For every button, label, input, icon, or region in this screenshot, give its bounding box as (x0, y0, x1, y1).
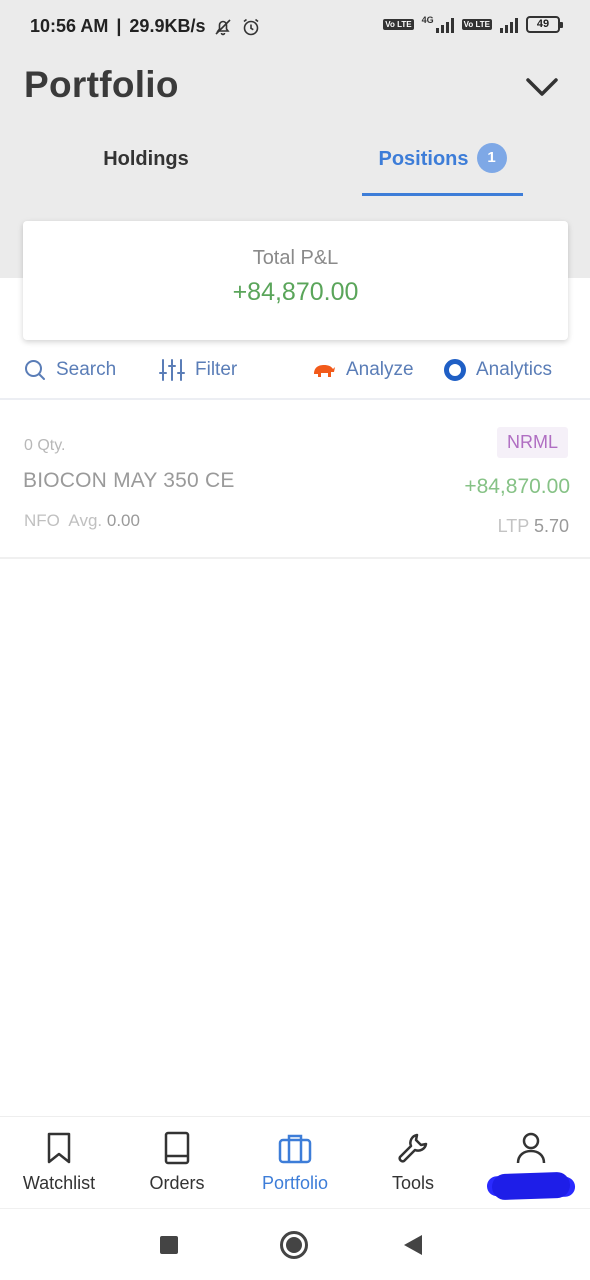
nav-portfolio-label: Portfolio (261, 1173, 329, 1193)
search-icon (25, 360, 45, 380)
recents-square-icon[interactable] (160, 1236, 178, 1254)
signal-strength-icon-2 (500, 17, 518, 33)
nav-tools-label: Tools (391, 1173, 435, 1193)
analytics-label: Analytics (476, 359, 553, 380)
bookmark-icon (47, 1132, 71, 1164)
analytics-button[interactable]: Analytics (444, 358, 552, 382)
signal-strength-icon (435, 17, 454, 33)
position-qty: 0 Qty. (24, 437, 66, 454)
portfolio-dropdown-button[interactable] (522, 70, 562, 106)
wrench-icon (398, 1133, 428, 1163)
position-ltp-label: LTP (497, 516, 529, 536)
nav-portfolio[interactable]: Portfolio (236, 1131, 354, 1194)
total-pnl-value: +84,870.00 (232, 278, 359, 306)
analyze-button[interactable]: Analyze (312, 358, 414, 382)
battery-icon: 49 (526, 16, 563, 33)
sensibull-bull-icon (314, 365, 335, 377)
back-triangle-icon[interactable] (404, 1235, 422, 1255)
status-network-speed: 29.9KB/s (129, 16, 206, 36)
nav-tools[interactable]: Tools (354, 1131, 472, 1194)
tab-holdings-label: Holdings (103, 148, 189, 170)
volte-icon-2: Vo LTE (461, 19, 492, 30)
position-symbol: BIOCON MAY 350 CE (23, 469, 235, 492)
chevron-down-icon (526, 78, 558, 96)
nav-watchlist-label: Watchlist (22, 1173, 96, 1193)
total-pnl-card: Total P&L +84,870.00 (23, 221, 568, 340)
redacted-username-scribble (491, 1171, 571, 1201)
position-ltp: LTP 5.70 (498, 516, 569, 537)
total-pnl-label: Total P&L (252, 247, 339, 269)
analytics-ring-icon (444, 359, 466, 381)
notifications-off-icon (215, 18, 232, 35)
position-pnl: +84,870.00 (464, 475, 570, 498)
tab-holdings[interactable]: Holdings (58, 140, 234, 196)
home-circle-icon[interactable] (280, 1231, 308, 1259)
position-avg-value: 0.00 (106, 511, 140, 530)
user-icon (516, 1132, 546, 1164)
status-separator: | (116, 16, 122, 36)
nav-orders-label: Orders (149, 1173, 205, 1193)
status-bar-left: 10:56 AM | 29.9KB/s (30, 16, 261, 37)
search-label: Search (56, 359, 117, 380)
page-title: Portfolio (24, 64, 179, 105)
status-bar-right: Vo LTE 4G Vo LTE 49 (383, 14, 563, 33)
positions-toolbar: Search Filter Analyze Analytics (0, 350, 590, 400)
volte-icon: Vo LTE (383, 19, 414, 30)
book-icon (164, 1131, 190, 1165)
position-exchange-avg: NFO Avg. 0.00 (24, 511, 140, 531)
analyze-label: Analyze (346, 359, 414, 380)
tab-positions-label: Positions (378, 148, 469, 170)
product-type-badge: NRML (496, 427, 568, 458)
search-button[interactable]: Search (24, 358, 116, 382)
nav-profile[interactable] (472, 1131, 590, 1201)
filter-button[interactable]: Filter (159, 358, 237, 382)
position-avg-label: Avg. (68, 511, 103, 530)
positions-count-badge: 1 (476, 143, 507, 173)
network-type: 4G (421, 14, 434, 25)
nav-orders[interactable]: Orders (118, 1131, 236, 1194)
position-row[interactable]: 0 Qty. BIOCON MAY 350 CE NFO Avg. 0.00 N… (0, 402, 590, 559)
filter-label: Filter (195, 359, 238, 380)
tab-positions[interactable]: Positions 1 (362, 140, 523, 196)
system-navigation-bar (0, 1208, 590, 1280)
status-bar: 10:56 AM | 29.9KB/s Vo LTE 4G Vo LTE 49 (0, 0, 590, 56)
filter-sliders-icon (159, 359, 185, 381)
status-time: 10:56 AM (30, 16, 109, 36)
position-ltp-value: 5.70 (533, 516, 569, 536)
briefcase-icon (278, 1134, 312, 1164)
nav-watchlist[interactable]: Watchlist (0, 1131, 118, 1194)
bottom-navigation: Watchlist Orders Portfolio Tools (0, 1116, 590, 1208)
alarm-icon (243, 18, 259, 35)
position-exchange: NFO (24, 511, 60, 530)
